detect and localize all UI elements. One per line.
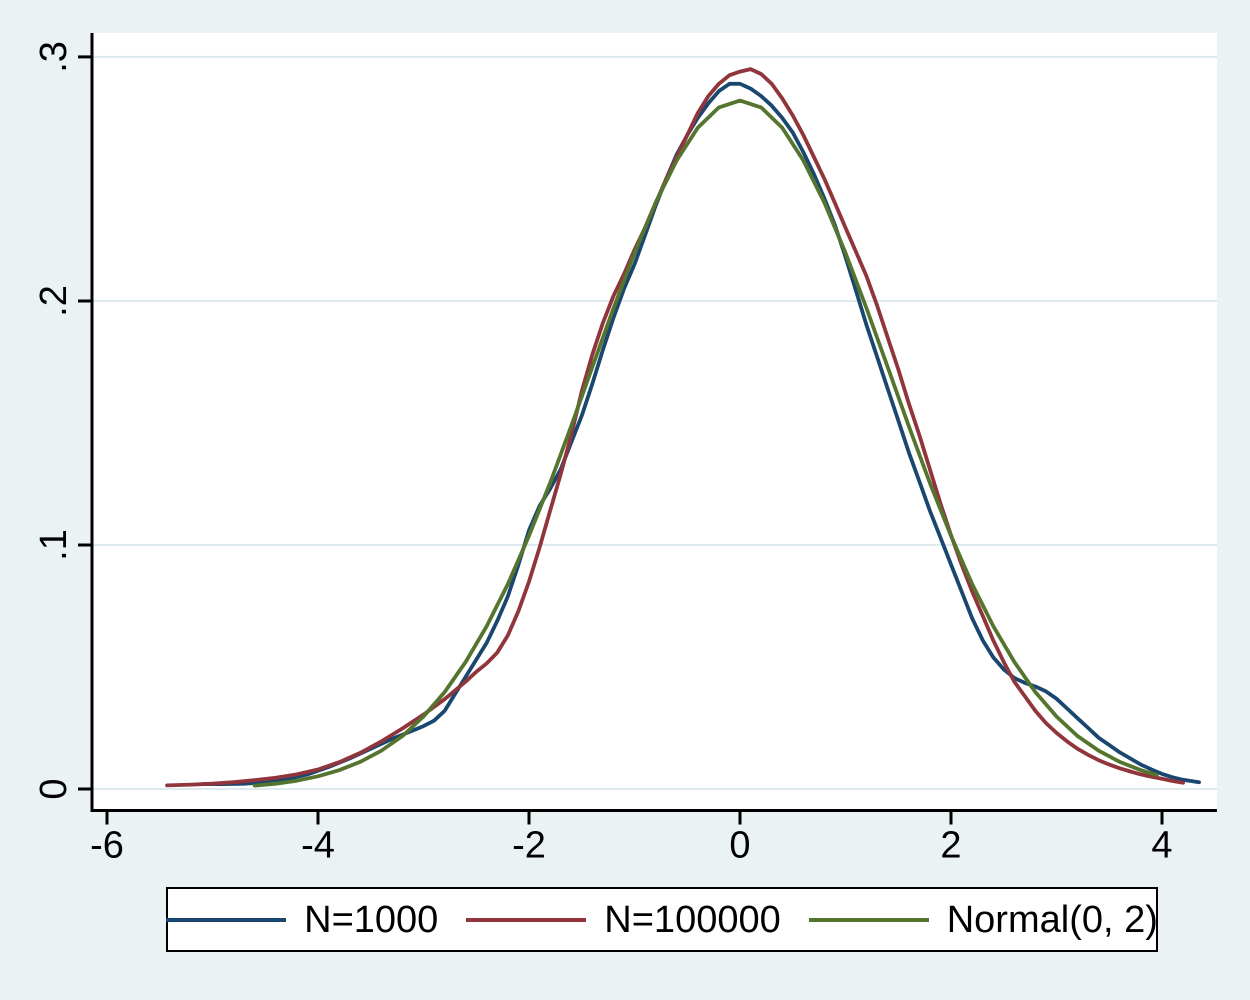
y-tick-label-0.2: .2 bbox=[33, 285, 75, 317]
y-tick-label-0.1: .1 bbox=[33, 529, 75, 561]
x-tick-label-0: 0 bbox=[729, 825, 750, 867]
x-tick-label-2: 2 bbox=[940, 825, 961, 867]
density-curve-n-100000 bbox=[165, 67, 1185, 788]
legend-swatch-n1000 bbox=[166, 917, 287, 922]
x-tick-label--6: -6 bbox=[90, 825, 124, 867]
y-tick-label-0.3: .3 bbox=[33, 41, 75, 73]
legend-label-n100000: N=100000 bbox=[604, 898, 781, 941]
legend-swatch-n100000 bbox=[466, 917, 587, 922]
legend-label-normal: Normal(0, 2) bbox=[946, 898, 1158, 941]
x-tick-label-4: 4 bbox=[1151, 825, 1172, 867]
legend-item-normal: Normal(0, 2) bbox=[808, 898, 1158, 941]
x-tick-label--4: -4 bbox=[301, 825, 335, 867]
density-curve-normal-0-2 bbox=[252, 98, 1159, 788]
legend-item-n100000: N=100000 bbox=[466, 898, 781, 941]
legend-item-n1000: N=1000 bbox=[166, 901, 438, 939]
legend-swatch-normal bbox=[808, 917, 929, 922]
density-curve-n-1000 bbox=[199, 81, 1201, 786]
x-tick-label--2: -2 bbox=[512, 825, 546, 867]
legend: N=1000 N=100000 Normal(0, 2) bbox=[166, 887, 1158, 952]
y-tick-label-0: 0 bbox=[33, 778, 75, 799]
legend-label-n1000: N=1000 bbox=[304, 898, 439, 941]
